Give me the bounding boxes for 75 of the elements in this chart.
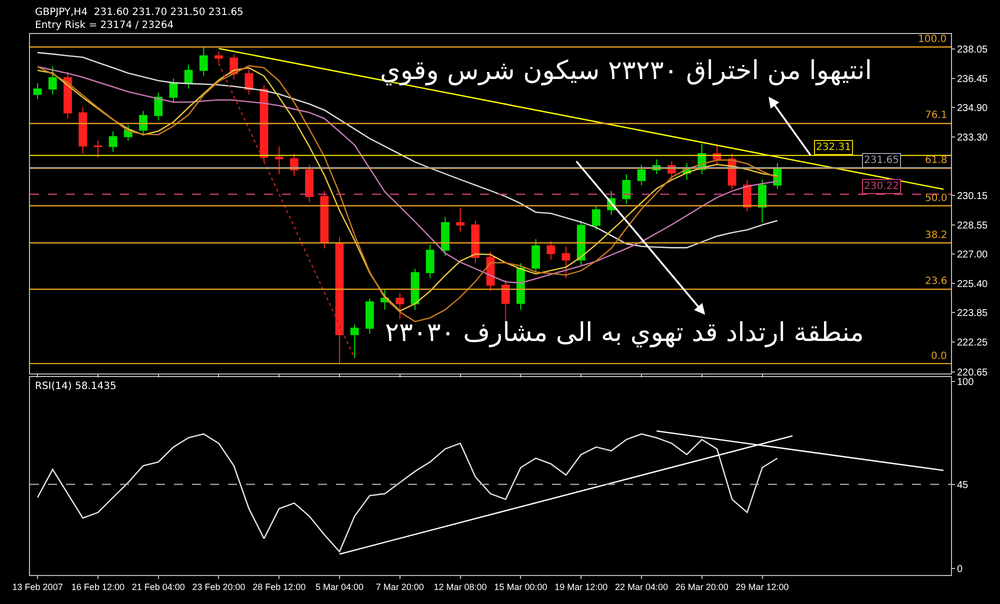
y-tick-label: 233.30: [957, 132, 988, 144]
y-tick-label: 225.40: [957, 279, 988, 290]
candlestick: [350, 324, 359, 358]
x-tick-label: 16 Feb 12:00: [71, 582, 124, 592]
chart-title: GBPJPY,H4 231.60 231.70 231.50 231.65: [35, 7, 244, 18]
y-tick-label: 228.55: [957, 220, 988, 232]
candlestick: [78, 106, 88, 154]
ref-line-label: 232.31: [816, 142, 851, 153]
candlestick: [244, 68, 254, 95]
candlestick: [139, 110, 148, 136]
annotation: 0.0: [931, 351, 947, 362]
x-tick-label: 26 Mar 20:00: [675, 582, 728, 592]
y-tick-label: 0: [957, 564, 963, 575]
candlestick: [64, 72, 72, 119]
ref-line-label: 230.22: [864, 181, 899, 192]
candlestick: [637, 164, 646, 186]
x-tick-label: 13 Feb 2007: [12, 582, 63, 592]
ref-line-label: 231.65: [864, 155, 899, 166]
x-tick-label: 21 Feb 04:00: [132, 582, 185, 592]
y-tick-label: 223.85: [957, 308, 988, 319]
y-tick-label: 220.65: [957, 367, 988, 378]
x-tick-label: 5 Mar 04:00: [316, 582, 364, 592]
candlestick: [320, 190, 329, 249]
candlestick: [214, 51, 223, 64]
candlestick: [154, 92, 163, 121]
y-tick-label: 45: [957, 480, 969, 491]
annotation: انتيهوا من اختراق ٢٣٢٣٠ سيكون شرس وقوي: [380, 56, 872, 86]
candlestick: [441, 216, 450, 256]
candlestick: [562, 246, 570, 279]
candlestick: [758, 179, 766, 223]
candlestick: [456, 207, 464, 232]
annotation: منطقة ارتداد قد تهوي به الى مشارف ٢٣٠٣٠: [385, 318, 864, 348]
x-tick-label: 23 Feb 20:00: [192, 582, 246, 592]
chart-subtitle: Entry Risk = 23174 / 23264: [35, 20, 174, 31]
x-tick-label: 7 Mar 20:00: [376, 582, 424, 592]
x-tick-label: 28 Feb 12:00: [252, 582, 306, 592]
candlestick: [396, 292, 404, 320]
candlestick: [532, 238, 540, 274]
candlestick: [305, 164, 314, 203]
candlestick: [471, 220, 480, 264]
candlestick: [274, 146, 284, 175]
line-series: [36, 433, 778, 552]
annotation: 38.2: [925, 230, 948, 241]
candlestick: [546, 240, 556, 260]
y-tick-label: 238.05: [957, 44, 988, 56]
x-tick-label: 15 Mar 00:00: [494, 582, 548, 592]
y-tick-label: 227.00: [957, 250, 988, 260]
candlestick: [592, 205, 600, 230]
x-tick-label: 29 Mar 12:00: [736, 582, 789, 592]
candlestick: [426, 244, 434, 279]
annotation: 23.6: [925, 276, 948, 287]
annotation: 76.1: [925, 110, 948, 121]
x-tick-label: 19 Mar 12:00: [554, 582, 608, 592]
candlestick: [184, 64, 193, 90]
annotation: 50.0: [925, 193, 948, 204]
candlestick: [335, 236, 344, 364]
candlestick: [33, 82, 42, 100]
annotation: 61.8: [925, 155, 948, 166]
candlestick: [108, 130, 118, 152]
y-tick-label: 236.45: [957, 74, 988, 86]
candlestick: [94, 140, 102, 158]
y-tick-label: 230.15: [957, 191, 988, 202]
y-tick-label: 100: [957, 377, 974, 388]
y-tick-label: 222.25: [957, 338, 988, 349]
candlestick: [622, 174, 631, 204]
y-tick-label: 234.90: [957, 102, 988, 114]
x-tick-label: 12 Mar 08:00: [434, 582, 487, 592]
candlestick: [576, 220, 586, 266]
candlestick: [199, 46, 208, 76]
x-tick-label: 22 Mar 04:00: [614, 582, 668, 592]
candlestick: [169, 78, 178, 102]
candlestick: [366, 298, 374, 334]
candlestick: [48, 66, 57, 95]
annotation: 100.0: [918, 34, 947, 45]
chart-title: RSI(14) 58.1435: [35, 381, 116, 392]
